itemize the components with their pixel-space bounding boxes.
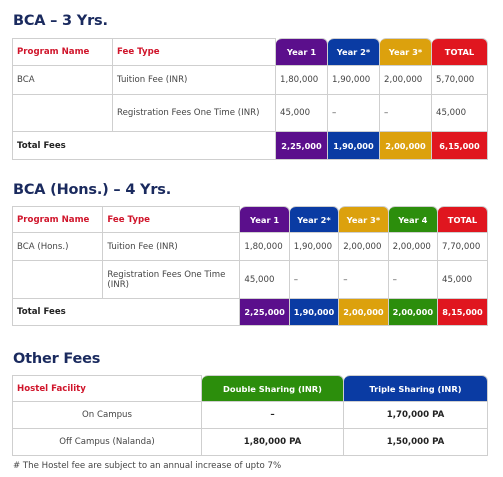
year-1-total: 2,25,000 [240, 299, 290, 326]
triple-sharing-cell: 1,50,000 PA [344, 429, 488, 456]
year-3-cell: 2,00,000 [339, 233, 389, 261]
table-row: Off Campus (Nalanda) 1,80,000 PA 1,50,00… [12, 429, 488, 456]
bca-heading: BCA – 3 Yrs. [13, 13, 108, 29]
year-3-cell: – [339, 261, 389, 299]
table-row: On Campus – 1,70,000 PA [12, 402, 488, 429]
fee-type-cell: Registration Fees One Time (INR) [103, 261, 241, 299]
total-cell: 45,000 [432, 95, 488, 132]
hostel-fee-note: # The Hostel fee are subject to an annua… [13, 461, 282, 471]
year-1-header: Year 1 [240, 206, 290, 233]
year-1-cell: 45,000 [240, 261, 290, 299]
program-name-header: Program Name [12, 38, 113, 66]
hostel-fee-table: Hostel Facility Double Sharing (INR) Tri… [12, 375, 488, 456]
bca-fee-table: Program Name Fee Type Year 1 Year 2* Yea… [12, 38, 488, 160]
program-cell: BCA [12, 66, 113, 95]
hostel-location-cell: On Campus [12, 402, 202, 429]
table-header-row: Hostel Facility Double Sharing (INR) Tri… [12, 375, 488, 402]
double-sharing-cell: – [202, 402, 344, 429]
year-3-header: Year 3* [339, 206, 389, 233]
year-4-cell: 2,00,000 [388, 233, 439, 261]
other-fees-heading: Other Fees [13, 351, 101, 367]
table-header-row: Program Name Fee Type Year 1 Year 2* Yea… [12, 38, 488, 66]
triple-sharing-cell: 1,70,000 PA [344, 402, 488, 429]
table-row: Registration Fees One Time (INR) 45,000 … [12, 261, 488, 299]
table-row: BCA Tuition Fee (INR) 1,80,000 1,90,000 … [12, 66, 488, 95]
year-3-cell: 2,00,000 [380, 66, 432, 95]
year-2-cell: 1,90,000 [289, 233, 340, 261]
year-1-cell: 45,000 [276, 95, 328, 132]
fee-type-header: Fee Type [113, 38, 276, 66]
program-cell: BCA (Hons.) [12, 233, 104, 261]
year-1-cell: 1,80,000 [240, 233, 290, 261]
year-4-total: 2,00,000 [388, 299, 439, 326]
year-2-cell: 1,90,000 [328, 66, 380, 95]
bca-hons-heading: BCA (Hons.) – 4 Yrs. [13, 182, 172, 198]
year-4-header: Year 4 [388, 206, 439, 233]
year-4-cell: – [388, 261, 439, 299]
year-2-cell: – [328, 95, 380, 132]
double-sharing-cell: 1,80,000 PA [202, 429, 344, 456]
grand-total: 6,15,000 [432, 132, 488, 160]
year-1-cell: 1,80,000 [276, 66, 328, 95]
total-row: Total Fees 2,25,000 1,90,000 2,00,000 6,… [12, 132, 488, 160]
fee-type-cell: Tuition Fee (INR) [113, 66, 276, 95]
grand-total: 8,15,000 [438, 299, 488, 326]
table-row: Registration Fees One Time (INR) 45,000 … [12, 95, 488, 132]
program-cell [12, 261, 104, 299]
total-cell: 45,000 [438, 261, 488, 299]
year-3-total: 2,00,000 [380, 132, 432, 160]
year-2-total: 1,90,000 [289, 299, 340, 326]
table-header-row: Program Name Fee Type Year 1 Year 2* Yea… [12, 206, 488, 233]
year-1-total: 2,25,000 [276, 132, 328, 160]
year-3-cell: – [380, 95, 432, 132]
year-1-header: Year 1 [276, 38, 328, 66]
bca-hons-fee-table: Program Name Fee Type Year 1 Year 2* Yea… [12, 206, 488, 326]
triple-sharing-header: Triple Sharing (INR) [344, 375, 488, 402]
program-cell [12, 95, 113, 132]
total-cell: 7,70,000 [438, 233, 488, 261]
table-row: BCA (Hons.) Tuition Fee (INR) 1,80,000 1… [12, 233, 488, 261]
year-2-header: Year 2* [328, 38, 380, 66]
year-3-total: 2,00,000 [339, 299, 389, 326]
fee-type-cell: Registration Fees One Time (INR) [113, 95, 276, 132]
total-cell: 5,70,000 [432, 66, 488, 95]
year-3-header: Year 3* [380, 38, 432, 66]
double-sharing-header: Double Sharing (INR) [202, 375, 344, 402]
hostel-facility-header: Hostel Facility [12, 375, 202, 402]
year-2-cell: – [289, 261, 340, 299]
fee-type-header: Fee Type [103, 206, 241, 233]
total-fees-label: Total Fees [12, 132, 276, 160]
program-name-header: Program Name [12, 206, 104, 233]
fee-type-cell: Tuition Fee (INR) [103, 233, 241, 261]
total-fees-label: Total Fees [12, 299, 241, 326]
total-row: Total Fees 2,25,000 1,90,000 2,00,000 2,… [12, 299, 488, 326]
year-2-total: 1,90,000 [328, 132, 380, 160]
total-header: TOTAL [432, 38, 488, 66]
hostel-location-cell: Off Campus (Nalanda) [12, 429, 202, 456]
year-2-header: Year 2* [289, 206, 340, 233]
total-header: TOTAL [438, 206, 488, 233]
